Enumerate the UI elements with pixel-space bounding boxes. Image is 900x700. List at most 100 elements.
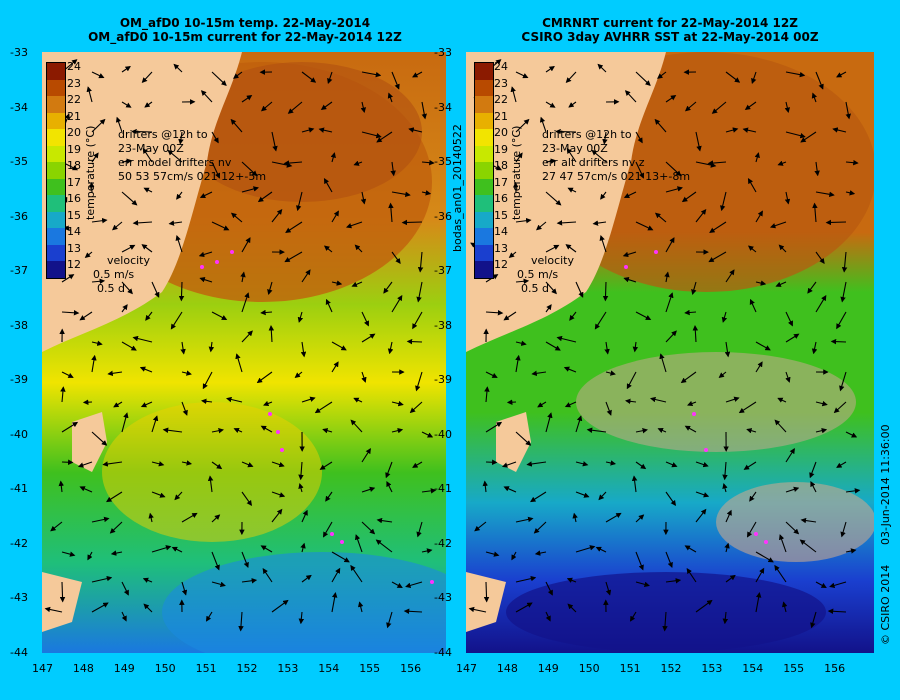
current-vector-arrow (635, 221, 654, 231)
current-vector-arrow (594, 311, 607, 330)
current-vector-arrow (211, 461, 223, 470)
current-vector-arrow (88, 181, 95, 193)
current-vector-arrow (151, 281, 160, 298)
current-vector-arrow (58, 480, 65, 493)
current-vector-arrow (121, 65, 131, 73)
current-vector-arrow (665, 461, 678, 468)
lon-tick-label: 149 (113, 662, 135, 675)
colorbar-tick-label: 17 (494, 175, 508, 189)
colorbar-swatch (475, 96, 493, 113)
current-vector-arrow (301, 574, 312, 583)
lat-tick-label: -35 (10, 155, 28, 169)
current-vector-arrow (421, 488, 437, 494)
current-vector-arrow (284, 251, 303, 263)
current-vector-arrow (755, 280, 767, 286)
current-vector-arrow (785, 371, 791, 383)
current-vector-arrow (301, 269, 311, 283)
current-vector-arrow (121, 304, 128, 313)
left-colorbar (46, 62, 66, 279)
current-vector-arrow (121, 412, 129, 433)
current-vector-arrow (113, 401, 123, 408)
current-vector-arrow (151, 461, 165, 467)
current-vector-arrow (241, 578, 258, 584)
colorbar-swatch (475, 261, 493, 278)
current-vector-arrow (586, 427, 607, 433)
colorbar-tick-label: 16 (494, 192, 508, 206)
colorbar-tick-label: 20 (494, 126, 508, 140)
current-vector-arrow (387, 92, 393, 103)
lat-tick-label: -43 (10, 591, 28, 605)
current-vector-arrow (260, 425, 273, 433)
velocity-days: 0.5 d (97, 282, 125, 295)
current-vector-arrow (635, 551, 644, 571)
current-vector-arrow (301, 509, 308, 523)
current-vector-arrow (391, 251, 401, 265)
current-vector-arrow (545, 581, 553, 596)
current-vector-arrow (725, 574, 736, 583)
current-vector-arrow (568, 101, 577, 108)
current-vector-arrow (811, 341, 818, 355)
current-vector-arrow (624, 398, 637, 405)
colorbar-tick-label: 15 (67, 208, 81, 222)
lon-tick-label: 151 (619, 662, 641, 675)
current-vector-arrow (829, 581, 847, 589)
lat-tick-label: -42 (10, 536, 28, 550)
current-vector-arrow (812, 202, 818, 223)
current-vector-arrow (649, 396, 667, 403)
current-vector-arrow (600, 191, 607, 200)
current-vector-arrow (515, 152, 523, 163)
current-vector-arrow (755, 567, 765, 583)
lat-tick-label: -36 (434, 209, 452, 223)
lon-tick-label: 155 (783, 662, 805, 675)
lon-tick-label: 147 (32, 662, 53, 675)
current-vector-arrow (785, 131, 806, 139)
current-vector-arrow (833, 401, 847, 414)
current-vector-arrow (325, 491, 333, 502)
current-vector-arrow (268, 325, 275, 343)
current-vector-arrow (530, 491, 547, 503)
current-vector-arrow (774, 564, 787, 583)
current-vector-arrow (77, 461, 93, 468)
current-vector-arrow (781, 601, 788, 613)
current-vector-arrow (200, 90, 213, 103)
current-vector-arrow (691, 281, 697, 295)
current-vector-arrow (845, 190, 856, 196)
current-vector-arrow (86, 86, 93, 103)
lon-tick-label: 148 (72, 662, 94, 675)
left-colorbar-label: temperature (°C) (84, 125, 97, 220)
colorbar-swatch (475, 211, 493, 229)
current-vector-arrow (515, 278, 530, 285)
current-vector-arrow (360, 191, 367, 205)
current-vector-arrow (421, 190, 432, 196)
current-vector-arrow (233, 427, 243, 434)
colorbar-tick-label: 23 (494, 76, 508, 90)
current-vector-arrow (575, 491, 590, 498)
current-vector-arrow (91, 340, 103, 346)
current-vector-arrow (778, 534, 787, 553)
current-vector-arrow (569, 311, 577, 321)
colorbar-tick-label: 22 (67, 93, 81, 107)
current-vector-arrow (91, 431, 108, 446)
cloud-mask (576, 352, 856, 452)
current-vector-arrow (665, 161, 682, 177)
current-vector-arrow (181, 401, 188, 416)
current-vector-arrow (622, 251, 637, 258)
current-vector-arrow (755, 210, 763, 223)
current-vector-arrow (350, 564, 363, 583)
lat-tick-label: -43 (434, 591, 452, 605)
current-vector-arrow (654, 118, 667, 133)
current-vector-arrow (515, 340, 527, 346)
current-vector-arrow (170, 311, 183, 330)
current-vector-arrow (827, 608, 847, 615)
current-vector-arrow (233, 71, 243, 79)
current-vector-arrow (91, 118, 106, 133)
current-vector-arrow (421, 101, 427, 120)
lat-tick-label: -44 (434, 646, 452, 659)
current-vector-arrow (839, 371, 847, 392)
current-vector-arrow (533, 521, 547, 534)
current-vector-arrow (635, 161, 645, 179)
lon-tick-label: 156 (824, 662, 846, 675)
current-vector-arrow (271, 599, 289, 613)
colorbar-tick-label: 14 (67, 225, 81, 239)
current-vector-arrow (345, 221, 363, 229)
